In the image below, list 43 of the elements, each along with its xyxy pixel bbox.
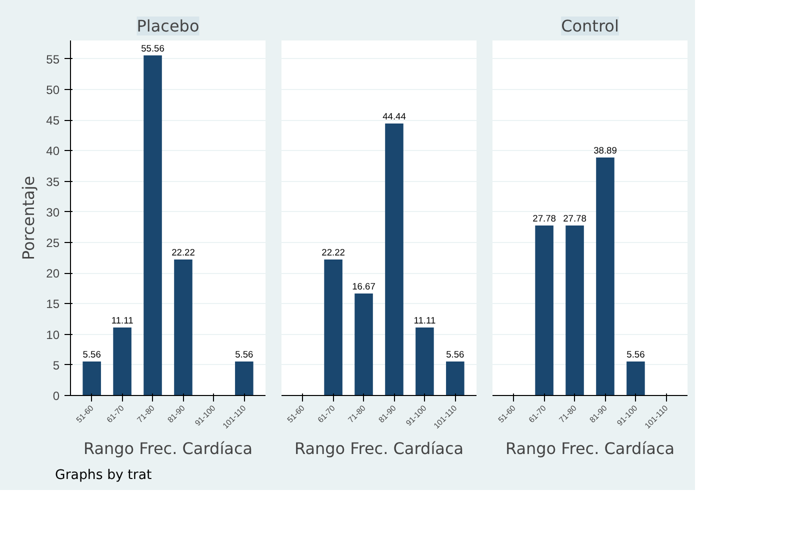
bar	[174, 260, 192, 396]
y-tick-label: 0	[52, 389, 60, 403]
x-axis-title: Rango Frec. Cardíaca	[83, 439, 253, 458]
y-tick-label: 20	[46, 266, 60, 281]
x-axis-title: Rango Frec. Cardíaca	[505, 439, 675, 458]
y-tick-label: 45	[46, 114, 60, 128]
data-label: 55.56	[141, 43, 164, 54]
data-label: 5.56	[626, 349, 645, 360]
y-tick-label: 5	[52, 358, 60, 372]
y-tick-label: 15	[46, 297, 60, 312]
y-tick-label: 50	[46, 82, 60, 97]
y-tick-label: 40	[46, 144, 60, 158]
bar	[235, 361, 254, 396]
y-tick-label: 30	[46, 205, 60, 220]
data-label: 16.67	[352, 281, 376, 292]
bar	[113, 328, 132, 396]
chart-title: Control	[561, 16, 619, 36]
chart-title: Placebo	[136, 16, 200, 36]
bar	[82, 361, 101, 396]
text: Graphs by trat	[55, 467, 152, 485]
x-axis-title: Rango Frec. Cardíaca	[294, 439, 464, 458]
y-tick-label: 35	[46, 174, 60, 189]
bar	[446, 361, 464, 396]
data-label: 11.11	[414, 316, 436, 326]
bar	[354, 293, 373, 396]
y-tick-label: 25	[46, 236, 60, 250]
data-label: 27.78	[563, 213, 586, 224]
data-label: 22.22	[172, 248, 195, 258]
bar	[416, 328, 434, 396]
data-label: 44.44	[382, 111, 406, 122]
bar	[385, 123, 404, 396]
data-label: 38.89	[594, 145, 617, 156]
data-label: 5.56	[82, 349, 101, 360]
y-tick-label: 10	[46, 328, 60, 342]
data-label: 5.56	[446, 349, 464, 360]
data-label: 22.22	[322, 248, 345, 258]
bar	[324, 260, 342, 396]
y-tick-label: 55	[46, 52, 60, 66]
bar	[144, 55, 162, 396]
data-label: 27.78	[532, 213, 556, 224]
data-label: 5.56	[235, 349, 254, 360]
data-label: 11.11	[111, 316, 134, 326]
y-axis-title: Porcentaje	[19, 176, 38, 260]
